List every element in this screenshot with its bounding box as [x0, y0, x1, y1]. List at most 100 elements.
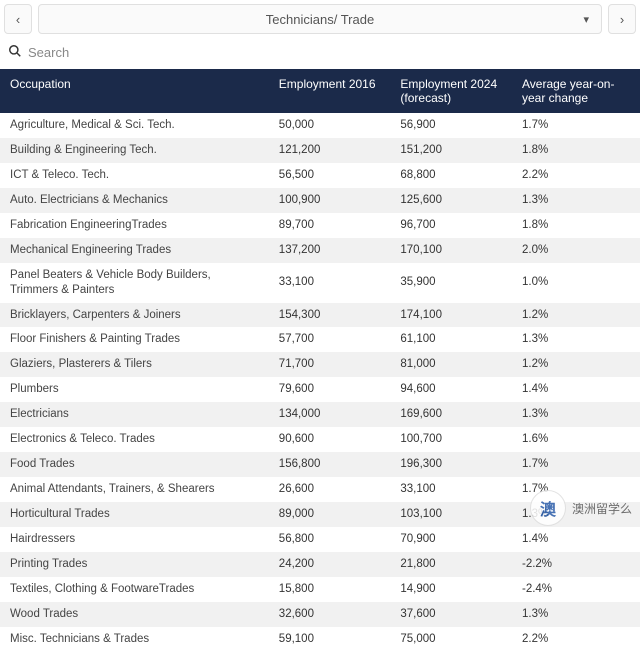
table-cell: 100,700: [390, 427, 512, 452]
table-row[interactable]: Printing Trades24,20021,800-2.2%: [0, 552, 640, 577]
table-cell: 1.3%: [512, 602, 640, 627]
col-change[interactable]: Average year-on- year change: [512, 69, 640, 113]
table-row[interactable]: Auto. Electricians & Mechanics100,900125…: [0, 188, 640, 213]
table-row[interactable]: Wood Trades32,60037,6001.3%: [0, 602, 640, 627]
col-emp-2016[interactable]: Employment 2016: [269, 69, 391, 113]
chevron-left-icon: ‹: [16, 12, 20, 27]
table-cell: Textiles, Clothing & FootwareTrades: [0, 577, 269, 602]
table-cell: Electronics & Teleco. Trades: [0, 427, 269, 452]
table-cell: 90,600: [269, 427, 391, 452]
table-row[interactable]: Building & Engineering Tech.121,200151,2…: [0, 138, 640, 163]
table-cell: Wood Trades: [0, 602, 269, 627]
table-row[interactable]: Glaziers, Plasterers & Tilers71,70081,00…: [0, 352, 640, 377]
table-row[interactable]: Food Trades156,800196,3001.7%: [0, 452, 640, 477]
table-cell: 61,100: [390, 327, 512, 352]
table-cell: 1.2%: [512, 352, 640, 377]
col-occupation[interactable]: Occupation: [0, 69, 269, 113]
table-cell: Mechanical Engineering Trades: [0, 238, 269, 263]
table-cell: 100,900: [269, 188, 391, 213]
table-cell: 70,900: [390, 527, 512, 552]
table-cell: 1.3%: [512, 188, 640, 213]
table-row[interactable]: Bricklayers, Carpenters & Joiners154,300…: [0, 303, 640, 328]
category-dropdown[interactable]: Technicians/ Trade ▾: [38, 4, 602, 34]
table-cell: 56,800: [269, 527, 391, 552]
table-cell: 26,600: [269, 477, 391, 502]
table-cell: 35,900: [390, 263, 512, 303]
table-cell: 15,800: [269, 577, 391, 602]
table-cell: Printing Trades: [0, 552, 269, 577]
table-cell: 169,600: [390, 402, 512, 427]
prev-button[interactable]: ‹: [4, 4, 32, 34]
table-cell: 33,100: [269, 263, 391, 303]
table-cell: 125,600: [390, 188, 512, 213]
table-cell: 1.3%: [512, 402, 640, 427]
table-body: Agriculture, Medical & Sci. Tech.50,0005…: [0, 113, 640, 652]
table-cell: 68,800: [390, 163, 512, 188]
watermark-logo-icon: 澳: [530, 490, 566, 526]
table-cell: 196,300: [390, 452, 512, 477]
table-row[interactable]: Electricians134,000169,6001.3%: [0, 402, 640, 427]
dropdown-label: Technicians/ Trade: [266, 12, 374, 27]
table-cell: 94,600: [390, 377, 512, 402]
table-cell: 96,700: [390, 213, 512, 238]
table-cell: 156,800: [269, 452, 391, 477]
table-cell: ICT & Teleco. Tech.: [0, 163, 269, 188]
table-row[interactable]: Hairdressers56,80070,9001.4%: [0, 527, 640, 552]
table-cell: Fabrication EngineeringTrades: [0, 213, 269, 238]
table-row[interactable]: Fabrication EngineeringTrades89,70096,70…: [0, 213, 640, 238]
table-cell: Animal Attendants, Trainers, & Shearers: [0, 477, 269, 502]
table-cell: Food Trades: [0, 452, 269, 477]
table-cell: 103,100: [390, 502, 512, 527]
table-row[interactable]: Electronics & Teleco. Trades90,600100,70…: [0, 427, 640, 452]
search-input[interactable]: [28, 45, 632, 60]
table-cell: 71,700: [269, 352, 391, 377]
table-row[interactable]: Agriculture, Medical & Sci. Tech.50,0005…: [0, 113, 640, 138]
table-cell: Building & Engineering Tech.: [0, 138, 269, 163]
watermark: 澳 澳洲留学么: [530, 490, 632, 526]
table-row[interactable]: Plumbers79,60094,6001.4%: [0, 377, 640, 402]
table-cell: 57,700: [269, 327, 391, 352]
table-cell: 89,700: [269, 213, 391, 238]
table-cell: 56,900: [390, 113, 512, 138]
table-cell: -2.4%: [512, 577, 640, 602]
col-emp-2024[interactable]: Employment 2024 (forecast): [390, 69, 512, 113]
table-cell: 1.4%: [512, 377, 640, 402]
search-icon: [8, 44, 22, 61]
table-row[interactable]: ICT & Teleco. Tech.56,50068,8002.2%: [0, 163, 640, 188]
table-row[interactable]: Panel Beaters & Vehicle Body Builders, T…: [0, 263, 640, 303]
table-row[interactable]: Floor Finishers & Painting Trades57,7006…: [0, 327, 640, 352]
table-cell: 137,200: [269, 238, 391, 263]
table-row[interactable]: Misc. Technicians & Trades59,10075,0002.…: [0, 627, 640, 652]
table-cell: 14,900: [390, 577, 512, 602]
table-cell: 154,300: [269, 303, 391, 328]
chevron-right-icon: ›: [620, 12, 624, 27]
table-cell: 2.2%: [512, 163, 640, 188]
table-cell: Electricians: [0, 402, 269, 427]
table-cell: 170,100: [390, 238, 512, 263]
table-cell: 1.8%: [512, 213, 640, 238]
chevron-down-icon: ▾: [583, 13, 589, 26]
table-cell: 1.3%: [512, 327, 640, 352]
next-button[interactable]: ›: [608, 4, 636, 34]
table-row[interactable]: Textiles, Clothing & FootwareTrades15,80…: [0, 577, 640, 602]
table-cell: 59,100: [269, 627, 391, 652]
search-row: [0, 38, 640, 69]
table-cell: 89,000: [269, 502, 391, 527]
table-cell: Plumbers: [0, 377, 269, 402]
table-cell: 151,200: [390, 138, 512, 163]
table-cell: Hairdressers: [0, 527, 269, 552]
table-row[interactable]: Mechanical Engineering Trades137,200170,…: [0, 238, 640, 263]
table-cell: Horticultural Trades: [0, 502, 269, 527]
table-cell: 2.0%: [512, 238, 640, 263]
table-cell: 50,000: [269, 113, 391, 138]
table-cell: 21,800: [390, 552, 512, 577]
table-cell: 75,000: [390, 627, 512, 652]
table-cell: 134,000: [269, 402, 391, 427]
table-cell: 33,100: [390, 477, 512, 502]
table-cell: -2.2%: [512, 552, 640, 577]
table-cell: 1.0%: [512, 263, 640, 303]
table-cell: Auto. Electricians & Mechanics: [0, 188, 269, 213]
table-cell: 1.7%: [512, 113, 640, 138]
table-cell: 1.7%: [512, 452, 640, 477]
table-cell: 1.2%: [512, 303, 640, 328]
